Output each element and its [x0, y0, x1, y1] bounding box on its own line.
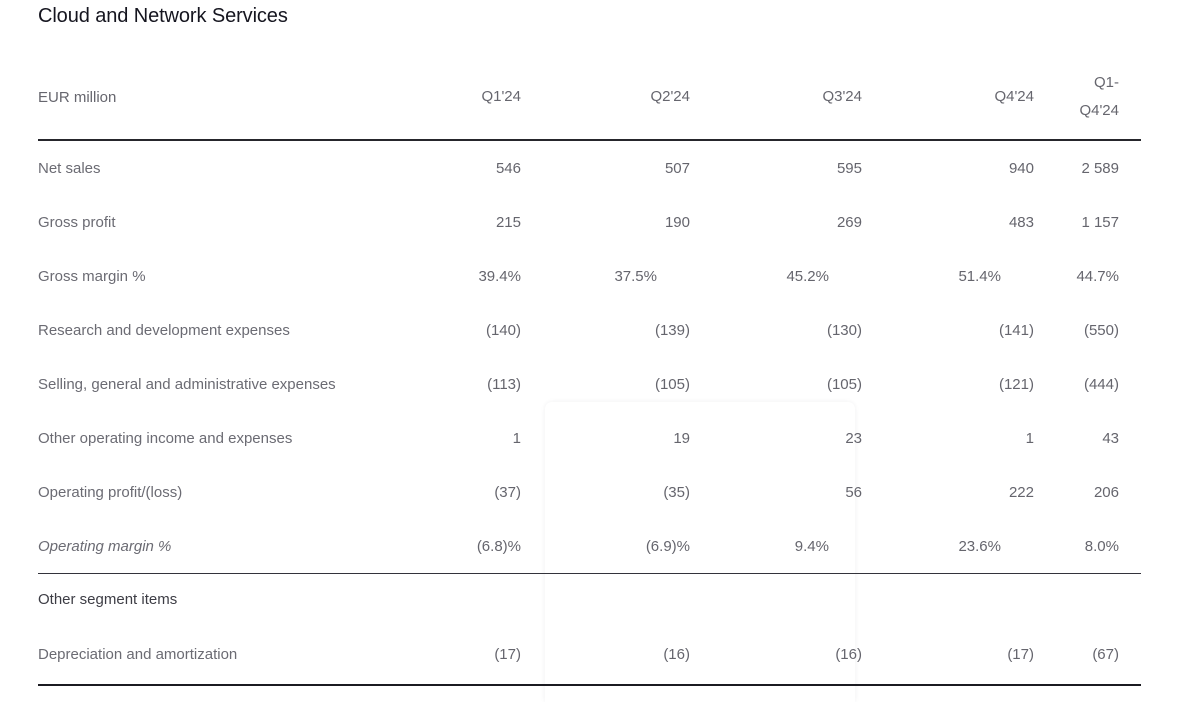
column-header-q4: Q4'24 [994, 88, 1034, 105]
cell-value: (67) [1092, 646, 1119, 663]
row-label: Selling, general and administrative expe… [38, 375, 336, 393]
cell-value: (16) [663, 646, 690, 663]
unit-label: EUR million [38, 88, 117, 106]
cell-value: 546 [495, 159, 521, 177]
cell-value: (17) [1007, 646, 1034, 663]
cell-value: 1 [1025, 429, 1034, 447]
table-row: Gross margin % 39.4% 37.5% 45.2% 51.4% 44.7% [38, 249, 1141, 303]
cell-value: 595 [836, 159, 862, 177]
cell-value: (105) [826, 375, 862, 393]
cell-value: 507 [664, 159, 690, 177]
cell-value: 19 [673, 429, 690, 447]
row-label: Research and development expenses [38, 321, 290, 339]
row-label: Gross margin % [38, 267, 146, 285]
cell-value: 215 [495, 213, 521, 231]
cell-value: 190 [664, 213, 690, 231]
column-header-q2: Q2'24 [650, 88, 690, 105]
cell-value: 940 [1008, 159, 1034, 177]
cell-value: 37.5% [614, 267, 657, 285]
cell-value: 44.7% [1076, 267, 1119, 285]
cell-value: (6.9)% [645, 537, 690, 555]
cell-value: 39.4% [478, 267, 521, 285]
cell-value: (35) [663, 483, 690, 501]
cell-value: (140) [485, 321, 521, 339]
table-row: Other operating income and expenses 1 19 23… [38, 411, 1141, 465]
cell-value: 269 [836, 213, 862, 231]
row-label: Depreciation and amortization [38, 646, 238, 663]
cell-value: 23.6% [958, 537, 1001, 555]
cell-value: 222 [1008, 483, 1034, 501]
table-row: Net sales 546 507 595 940 2 589 [38, 141, 1141, 195]
table-body: Net sales 546 507 595 940 2 589 Gross profit 21… [38, 141, 1141, 684]
cell-value: (6.8)% [476, 537, 521, 555]
table-bottom-rule [38, 684, 1141, 686]
cell-value: 206 [1093, 483, 1119, 501]
table-row: Gross profit 215 190 269 483 1 157 [38, 195, 1141, 249]
cell-value: 483 [1008, 213, 1034, 231]
row-label: Operating margin % [38, 537, 172, 555]
section-header-label: Other segment items [38, 591, 178, 608]
cell-value: (17) [494, 646, 521, 663]
highlight-band [545, 402, 855, 702]
cell-value: 23 [845, 429, 862, 447]
cell-value: 2 589 [1081, 159, 1119, 177]
cell-value: (139) [654, 321, 690, 339]
cell-value: (550) [1083, 321, 1119, 339]
cell-value: 1 [512, 429, 521, 447]
section-header-row: Other segment items [38, 573, 1141, 625]
cell-value: 8.0% [1084, 537, 1119, 555]
cell-value: 43 [1102, 429, 1119, 447]
cell-value: (37) [494, 483, 521, 501]
cell-value: (113) [487, 375, 521, 393]
row-label: Net sales [38, 159, 101, 177]
row-label: Other operating income and expenses [38, 429, 293, 447]
table-row: Operating margin % (6.8)% (6.9)% 9.4% 23.6% 8… [38, 519, 1141, 573]
table-row: Depreciation and amortization (17) (16) (16… [38, 625, 1141, 684]
column-header-q1: Q1'24 [481, 88, 521, 105]
cell-value: (121) [998, 375, 1034, 393]
cell-value: 45.2% [786, 267, 829, 285]
cell-value: 9.4% [794, 537, 829, 555]
table-row: Operating profit/(loss) (37) (35) 56 222 206 [38, 465, 1141, 519]
table-header-row: EUR million Q1'24 Q2'24 Q3'24 Q4'24 Q1- … [38, 55, 1141, 141]
table-row: Research and development expenses (140) (1… [38, 303, 1141, 357]
cell-value: (141) [998, 321, 1034, 339]
segment-table-section: Cloud and Network Services EUR million Q… [38, 5, 1141, 686]
cell-value: 1 157 [1081, 213, 1119, 231]
cell-value: (444) [1083, 375, 1119, 393]
column-header-fy: Q1- Q4'24 [1079, 74, 1119, 119]
cell-value: (130) [826, 321, 862, 339]
row-label: Gross profit [38, 213, 116, 231]
column-header-q3: Q3'24 [822, 88, 862, 105]
cell-value: (105) [654, 375, 690, 393]
cell-value: 51.4% [958, 267, 1001, 285]
page-title: Cloud and Network Services [38, 5, 288, 27]
row-label: Operating profit/(loss) [38, 483, 183, 501]
cell-value: (16) [835, 646, 862, 663]
cell-value: 56 [845, 483, 862, 501]
table-row: Selling, general and administrative expe… [38, 357, 1141, 411]
